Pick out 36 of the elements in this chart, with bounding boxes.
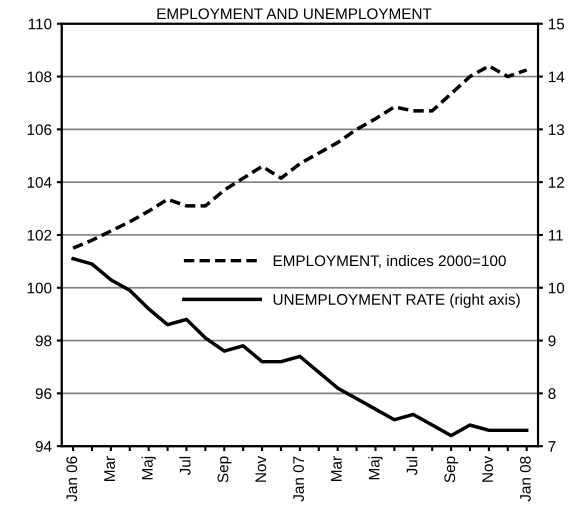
x-tick-label: Jan 06: [66, 456, 78, 502]
x-tick-label: Sep: [218, 456, 232, 482]
x-tick-label: Jul: [406, 456, 418, 476]
y2-tick-label: 13: [548, 124, 564, 136]
legend-label: UNEMPLOYMENT RATE (right axis): [274, 294, 520, 308]
x-tick-label: Mar: [331, 456, 342, 481]
y2-tick-label: 8: [548, 388, 556, 400]
y2-tick-label: 10: [548, 282, 564, 294]
x-tick-label: Jan 07: [293, 456, 304, 502]
y-tick-label: 110: [28, 18, 52, 30]
x-tick-label: Maj: [142, 456, 156, 480]
y-tick-label: 100: [28, 282, 52, 294]
y-tick-label: 102: [28, 230, 52, 241]
x-tick-label: Jul: [179, 456, 191, 476]
x-tick-label: Nov: [482, 456, 493, 482]
y-tick-label: 104: [28, 177, 52, 188]
y2-tick-label: 11: [548, 230, 563, 240]
x-tick-label: Mar: [104, 456, 115, 481]
line-series: [71, 256, 528, 438]
y2-tick-label: 15: [548, 18, 564, 30]
legend-label: EMPLOYMENT, indices 2000=100: [274, 254, 506, 268]
x-tick-label: Sep: [444, 456, 458, 482]
y-tick-label: 96: [36, 388, 52, 400]
y2-tick-label: 12: [548, 177, 564, 188]
x-tick-label: Jan 08: [520, 456, 531, 502]
x-tick-label: Maj: [368, 456, 383, 480]
y2-tick-label: 9: [548, 335, 556, 346]
x-tick-label: Nov: [256, 456, 266, 482]
y2-tick-label: 14: [548, 72, 564, 82]
y2-tick-label: 7: [548, 441, 556, 452]
line-series: [71, 64, 528, 250]
y-tick-label: 108: [28, 71, 52, 82]
chart-title: EMPLOYMENT AND UNEMPLOYMENT: [157, 8, 432, 20]
y-tick-label: 98: [36, 335, 52, 346]
y-tick-label: 106: [28, 124, 52, 136]
y-tick-label: 94: [36, 441, 52, 452]
